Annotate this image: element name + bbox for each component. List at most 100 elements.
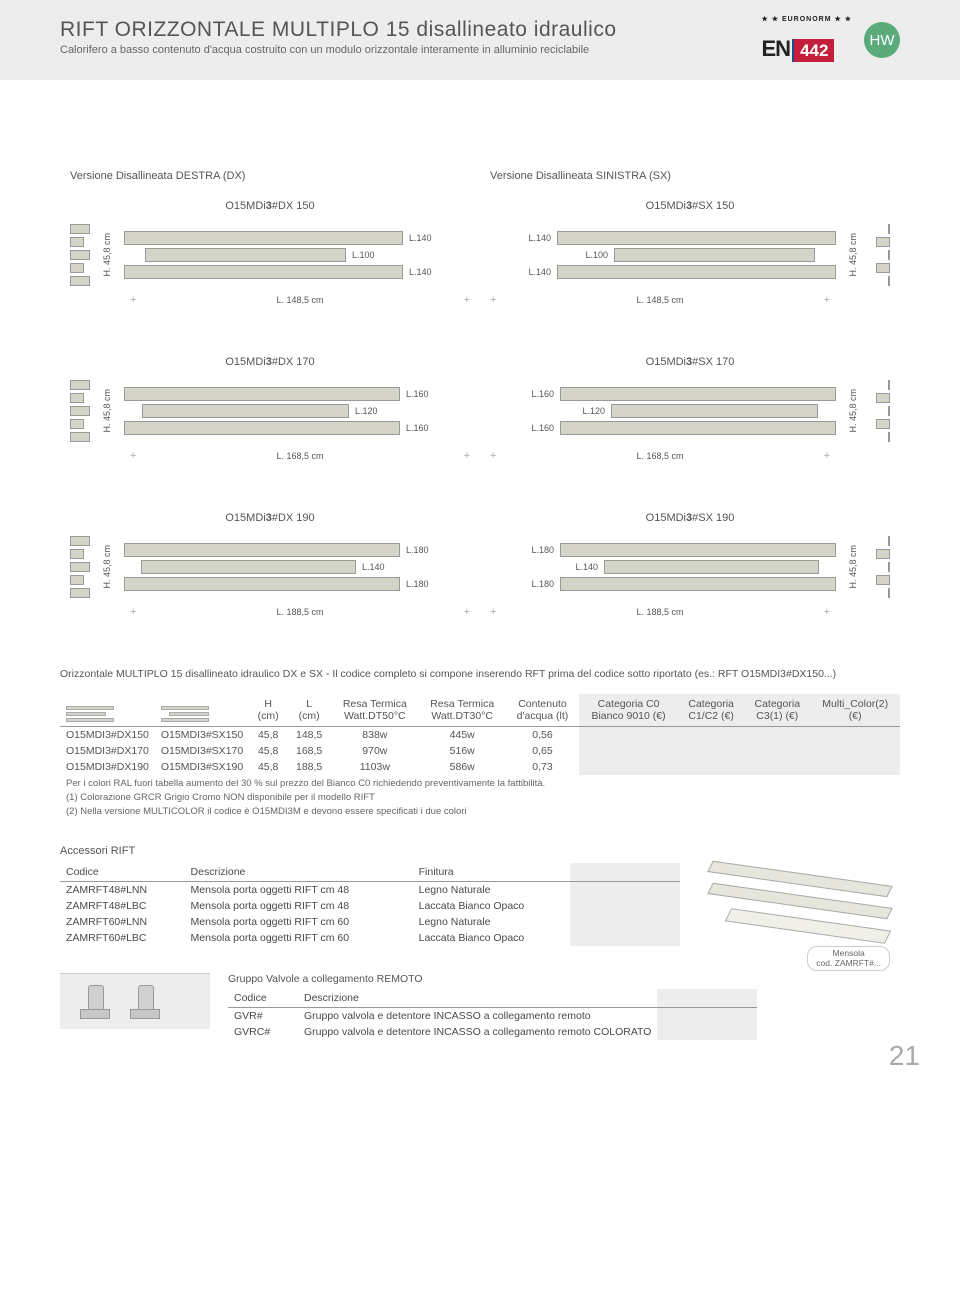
table-row: GVR#Gruppo valvola e detentore INCASSO a… (228, 1008, 757, 1025)
th-l2: (cm) (299, 710, 320, 722)
bar-length-label: L.160 (531, 389, 554, 399)
th-rt50b: Watt.DT50°C (344, 710, 406, 722)
radiator-bar: L.140 (490, 231, 836, 245)
page-number: 21 (889, 1040, 920, 1072)
bar-length-label: L.140 (409, 233, 432, 243)
bracket-icon (870, 536, 890, 598)
width-dimension: + L. 168,5 cm + (130, 450, 470, 462)
euronorm-label: ★ ★ EURONORM ★ ★ (762, 16, 853, 23)
bar-length-label: L.120 (355, 406, 378, 416)
valve-th-code: Codice (228, 989, 298, 1008)
en442-badge: ★ ★ EURONORM ★ ★ EN442 (762, 18, 853, 62)
th-c3: Categoria (755, 698, 801, 710)
th-c12: Categoria (688, 698, 734, 710)
width-dimension: + L. 188,5 cm + (130, 606, 470, 618)
page-header: RIFT ORIZZONTALE MULTIPLO 15 disallineat… (0, 0, 960, 80)
th-h: H (264, 698, 272, 710)
bar-length-label: L.180 (531, 579, 554, 589)
bar-length-label: L.160 (531, 423, 554, 433)
bar-length-label: L.120 (582, 406, 605, 416)
th-rt50: Resa Termica (343, 698, 407, 710)
acc-th-desc: Descrizione (185, 863, 413, 882)
bar-length-label: L.140 (528, 267, 551, 277)
code-note-rest: - Il codice completo si compone inserend… (323, 668, 836, 680)
radiator-bar: L.100 (124, 248, 470, 262)
en-442-number: 442 (792, 39, 834, 62)
icon-bars-left (66, 706, 114, 722)
radiator-bar: L.180 (124, 577, 470, 591)
height-label: H. 45,8 cm (848, 389, 858, 433)
radiator-bar: L.180 (490, 543, 836, 557)
radiator-bar: L.120 (124, 404, 470, 418)
bar-length-label: L.180 (406, 579, 429, 589)
bar-length-label: L.100 (352, 250, 375, 260)
model-code-dx: O15MDi3#DX 190 (70, 512, 470, 524)
bar-length-label: L.180 (406, 545, 429, 555)
th-rt30: Resa Termica (430, 698, 494, 710)
width-dimension: + L. 148,5 cm + (130, 294, 470, 306)
height-label: H. 45,8 cm (102, 389, 112, 433)
radiator-bar: L.140 (490, 265, 836, 279)
bar-length-label: L.140 (409, 267, 432, 277)
model-group: O15MDi3#DX 150 H. 45,8 cm L.140L.100L.14… (60, 200, 900, 306)
table-row: O15MDI3#DX170O15MDI3#SX170 45,8168,5 970… (60, 743, 900, 759)
th-c12b: C1/C2 (€) (688, 710, 734, 722)
bar-length-label: L.160 (406, 389, 429, 399)
radiator-bar: L.180 (124, 543, 470, 557)
radiator-bar: L.120 (490, 404, 836, 418)
valve-group-title: Gruppo Valvole a collegamento REMOTO (228, 973, 900, 985)
th-c3b: C3(1) (€) (756, 710, 798, 722)
specifications-table: H(cm) L(cm) Resa TermicaWatt.DT50°C Resa… (60, 694, 900, 817)
version-dx-title: Versione Disallineata DESTRA (DX) (70, 170, 470, 182)
hw-badge: HW (864, 22, 900, 58)
th-mc: Multi_Color(2) (822, 698, 888, 710)
height-label: H. 45,8 cm (102, 233, 112, 277)
height-label: H. 45,8 cm (848, 545, 858, 589)
radiator-bar: L.160 (490, 387, 836, 401)
en-text: EN (762, 36, 791, 61)
radiator-bar: L.140 (490, 560, 836, 574)
radiator-bar: L.180 (490, 577, 836, 591)
th-c0: Categoria C0 (598, 698, 660, 710)
model-code-sx: O15MDi3#SX 190 (490, 512, 890, 524)
mensola-illustration: Mensola cod. ZAMRFT#... (700, 863, 900, 953)
radiator-bar: L.140 (124, 265, 470, 279)
radiator-bar: L.160 (124, 421, 470, 435)
width-dimension: + L. 188,5 cm + (490, 606, 830, 618)
th-aqua: Contenuto (518, 698, 566, 710)
acc-th-code: Codice (60, 863, 185, 882)
page-subtitle: Calorifero a basso contenuto d'acqua cos… (60, 44, 762, 56)
table-row: GVRC#Gruppo valvola e detentore INCASSO … (228, 1024, 757, 1040)
bar-length-label: L.140 (528, 233, 551, 243)
page-title: RIFT ORIZZONTALE MULTIPLO 15 disallineat… (60, 18, 762, 42)
th-rt30b: Watt.DT30°C (431, 710, 493, 722)
width-dimension: + L. 168,5 cm + (490, 450, 830, 462)
table-footnote-3: (2) Nella versione MULTICOLOR il codice … (60, 803, 900, 817)
model-code-dx: O15MDi3#DX 170 (70, 356, 470, 368)
radiator-bar: L.140 (124, 231, 470, 245)
th-l: L (306, 698, 312, 710)
mensola-cap-2: cod. ZAMRFT#... (816, 958, 881, 968)
code-note-lead: Orizzontale MULTIPLO 15 disallineato idr… (60, 668, 323, 680)
table-row: ZAMRFT48#LNNMensola porta oggetti RIFT c… (60, 882, 680, 899)
height-label: H. 45,8 cm (848, 233, 858, 277)
bar-length-label: L.100 (585, 250, 608, 260)
radiator-bar: L.160 (124, 387, 470, 401)
model-code-sx: O15MDi3#SX 150 (490, 200, 890, 212)
table-row: O15MDI3#DX190O15MDI3#SX190 45,8188,5 110… (60, 759, 900, 775)
valve-th-desc: Descrizione (298, 989, 657, 1008)
bar-length-label: L.140 (362, 562, 385, 572)
radiator-bar: L.100 (490, 248, 836, 262)
bracket-icon (870, 224, 890, 286)
table-row: O15MDI3#DX150O15MDI3#SX150 45,8148,5 838… (60, 727, 900, 744)
bracket-icon (870, 380, 890, 442)
model-group: O15MDi3#DX 170 H. 45,8 cm L.160 L.120 L.16… (60, 356, 900, 462)
table-footnote-2: (1) Colorazione GRCR Grigio Cromo NON di… (60, 789, 900, 803)
bracket-icon (70, 536, 90, 598)
bar-length-label: L.140 (575, 562, 598, 572)
model-group: O15MDi3#DX 190 H. 45,8 cm L.180 L.140 L.18… (60, 512, 900, 618)
model-code-sx: O15MDi3#SX 170 (490, 356, 890, 368)
versions-row: Versione Disallineata DESTRA (DX) Versio… (60, 170, 900, 200)
bar-length-label: L.180 (531, 545, 554, 555)
th-mcb: (€) (849, 710, 862, 722)
